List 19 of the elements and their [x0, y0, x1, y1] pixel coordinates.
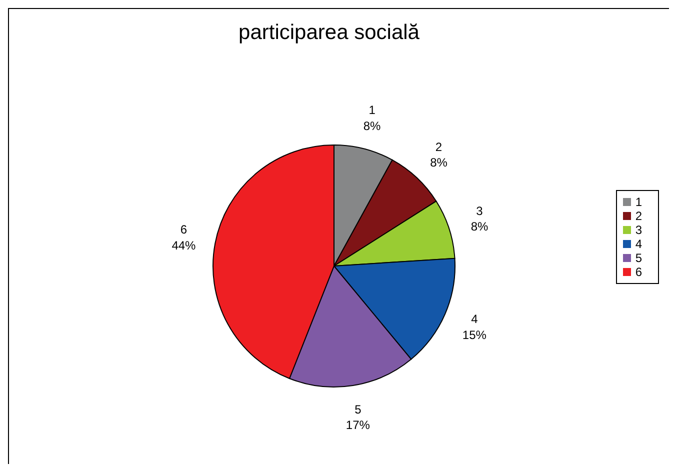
chart-title: participarea socială — [238, 21, 420, 45]
legend-label: 5 — [635, 250, 642, 264]
slice-label: 3 — [476, 204, 484, 218]
legend-label: 2 — [635, 208, 642, 222]
legend-label: 4 — [635, 236, 642, 250]
legend-label: 6 — [635, 264, 642, 278]
data-label: 8% — [430, 155, 448, 170]
slice-label: 6 — [180, 222, 188, 237]
data-label: 44% — [172, 238, 196, 252]
slice-label: 5 — [354, 402, 362, 417]
slice-label: 1 — [368, 103, 376, 118]
data-label: 17% — [346, 418, 370, 432]
data-label: 8% — [363, 118, 382, 133]
data-label: 15% — [462, 328, 487, 342]
legend-label: 1 — [635, 194, 642, 208]
legend-label: 3 — [635, 222, 642, 236]
slice-label: 4 — [471, 312, 478, 326]
data-label: 8% — [470, 220, 489, 234]
slice-label: 2 — [435, 140, 442, 154]
